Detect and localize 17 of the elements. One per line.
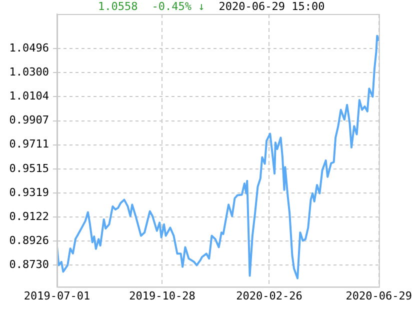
text: -0.45% ↓ (152, 0, 205, 13)
y-tick-label: 0.9515 (9, 162, 49, 175)
y-tick-label: 0.8926 (9, 234, 49, 248)
x-tick-label: 2019-10-28 (129, 289, 196, 302)
y-tick-label: 1.0104 (9, 90, 50, 103)
y-tick-label: 0.9122 (9, 210, 49, 223)
y-tick-label: 0.9907 (9, 114, 49, 127)
y-tick-label: 1.0496 (9, 41, 49, 54)
text: 1.0558 (98, 0, 138, 13)
x-tick-label: 2019-07-01 (24, 289, 90, 302)
text: 2020-06-29 15:00 (218, 0, 325, 13)
x-tick-label: 2020-02-26 (236, 289, 302, 302)
y-tick-label: 1.0300 (9, 65, 49, 78)
y-tick-label: 0.9711 (9, 138, 49, 151)
y-tick-label: 0.8730 (9, 258, 49, 272)
x-tick-label: 2020-06-29 (346, 289, 412, 302)
y-tick-label: 0.9319 (9, 186, 49, 199)
